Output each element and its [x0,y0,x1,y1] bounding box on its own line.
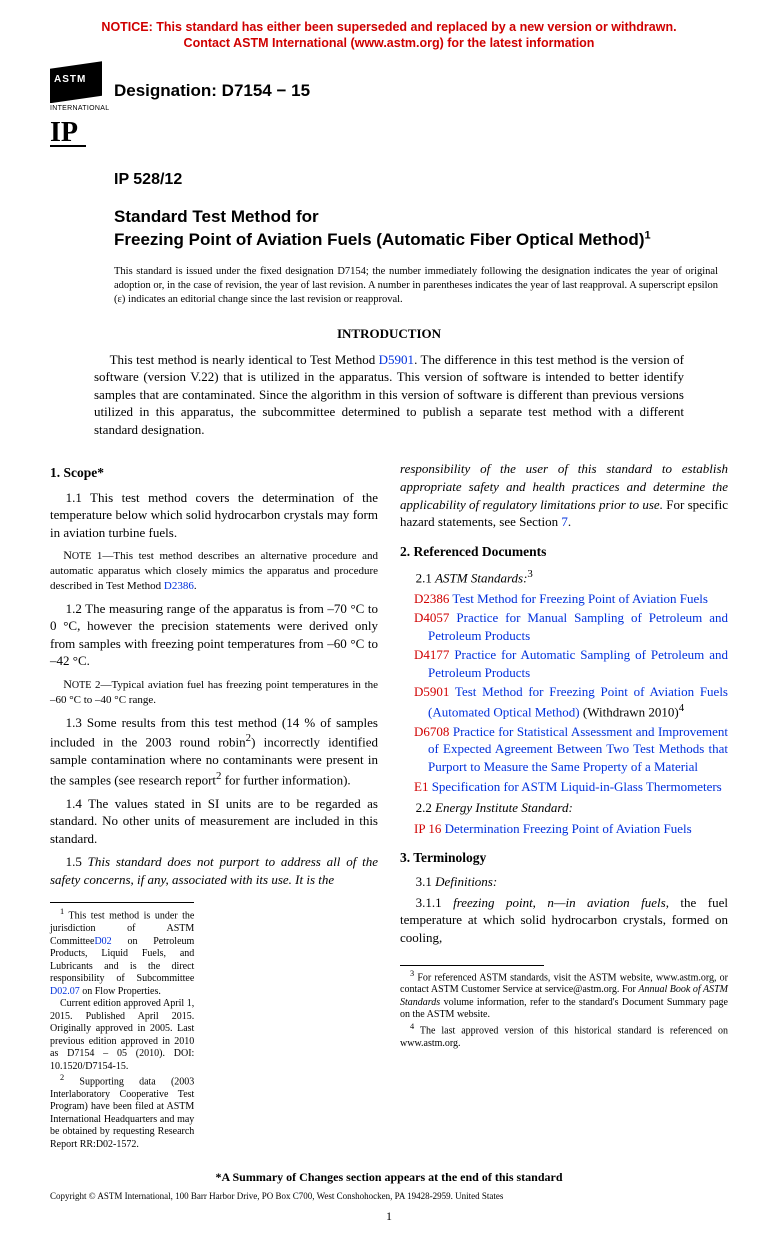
ref-title[interactable]: Practice for Manual Sampling of Petroleu… [428,610,728,643]
intro-link[interactable]: D5901 [379,352,414,367]
intro-pre: This test method is nearly identical to … [110,352,379,367]
ref-2-1: 2.1 ASTM Standards:3 [400,567,728,587]
p15-italic: This standard does not purport to addres… [50,854,378,887]
para-1-5-right: responsibility of the user of this stand… [400,460,728,530]
def-3-1: 3.1 Definitions: [400,873,728,891]
footnote-4: 4 The last approved version of this hist… [400,1022,728,1050]
r21i: ASTM Standards: [435,570,527,585]
ref-code[interactable]: D2386 [414,591,449,606]
note1-post: . [194,580,197,592]
terminology-heading: 3. Terminology [400,849,728,867]
p13c: for further information). [221,772,350,787]
p31a: 3.1 [416,874,436,889]
para-1-5-left: 1.5 This standard does not purport to ad… [50,853,378,888]
title-line2: Freezing Point of Aviation Fuels (Automa… [114,229,728,250]
r22a: 2.2 [416,800,436,815]
para-1-1: 1.1 This test method covers the determin… [50,489,378,542]
notice-banner: NOTICE: This standard has either been su… [50,20,728,51]
f1l2[interactable]: D02.07 [50,986,80,997]
ref-code[interactable]: D5901 [414,684,449,699]
ref-title[interactable]: Specification for ASTM Liquid-in-Glass T… [428,779,721,794]
para-1-4: 1.4 The values stated in SI units are to… [50,795,378,848]
ref-item: D6708 Practice for Statistical Assessmen… [414,723,728,776]
r21sup: 3 [527,568,532,580]
f1c: on Flow Properties. [80,986,161,997]
logo-column: INTERNATIONAL [50,61,110,113]
copyright-line: Copyright © ASTM International, 100 Barr… [50,1190,728,1202]
left-column: 1. Scope* 1.1 This test method covers th… [50,460,378,1151]
international-label: INTERNATIONAL [50,104,102,113]
notice-line1: NOTICE: This standard has either been su… [101,20,676,34]
note1-text: 1—This test method describes an alternat… [50,550,378,592]
note2-text: 2—Typical aviation fuel has freezing poi… [50,679,378,706]
footnotes-right: 3 For referenced ASTM standards, visit t… [400,961,728,1051]
page-number: 1 [50,1208,728,1224]
ref-item: D2386 Test Method for Freezing Point of … [414,590,728,608]
para-1-3: 1.3 Some results from this test method (… [50,714,378,789]
ref-item: E1 Specification for ASTM Liquid-in-Glas… [414,778,728,796]
ip-logo-icon: IP [50,120,86,147]
astm-logo-icon [50,61,102,103]
ip16-code[interactable]: IP 16 [414,821,441,836]
ip-standard-line: IP 528/12 [114,169,728,191]
header-row: INTERNATIONAL Designation: D7154 − 15 [50,61,728,113]
footnote-1-current: Current edition approved April 1, 2015. … [50,998,194,1073]
ref-2-2: 2.2 Energy Institute Standard: [400,799,728,817]
ref-item: D5901 Test Method for Freezing Point of … [414,683,728,720]
notice-line2: Contact ASTM International (www.astm.org… [184,36,595,50]
refs-list: D2386 Test Method for Freezing Point of … [400,590,728,795]
r22i: Energy Institute Standard: [435,800,573,815]
ref-ip16: IP 16 Determination Freezing Point of Av… [414,820,728,838]
designation-text: Designation: D7154 − 15 [114,80,310,103]
ip16-text[interactable]: Determination Freezing Point of Aviation… [445,821,692,836]
title-line1: Standard Test Method for [114,206,728,229]
para-3-1-1: 3.1.1 freezing point, n—in aviation fuel… [400,894,728,947]
ref-title[interactable]: Test Method for Freezing Point of Aviati… [449,591,708,606]
title-block: Standard Test Method for Freezing Point … [114,206,728,250]
document-page: NOTICE: This standard has either been su… [0,0,778,1234]
para-1-2: 1.2 The measuring range of the apparatus… [50,600,378,670]
refdocs-heading: 2. Referenced Documents [400,543,728,561]
right-column: responsibility of the user of this stand… [400,460,728,1151]
r21a: 2.1 [416,570,436,585]
p15a: 1.5 [66,854,88,869]
f2t: Supporting data (2003 Interlaboratory Co… [50,1076,194,1150]
p31i: Definitions: [435,874,497,889]
p311i: freezing point, n—in aviation fuels, [453,895,669,910]
p311a: 3.1.1 [416,895,453,910]
ref-title[interactable]: Practice for Automatic Sampling of Petro… [428,647,728,680]
ref-item: D4057 Practice for Manual Sampling of Pe… [414,609,728,644]
intro-body: This test method is nearly identical to … [94,351,684,439]
footnote-3: 3 For referenced ASTM standards, visit t… [400,969,728,1022]
two-column-body: 1. Scope* 1.1 This test method covers th… [50,460,728,1151]
ref-item: D4177 Practice for Automatic Sampling of… [414,646,728,681]
title-sup: 1 [644,230,650,242]
ref-code[interactable]: E1 [414,779,428,794]
ref-code[interactable]: D4057 [414,610,449,625]
summary-note: *A Summary of Changes section appears at… [50,1169,728,1185]
scope-heading: 1. Scope* [50,464,378,482]
ref-code[interactable]: D4177 [414,647,449,662]
f1l1[interactable]: D02 [94,936,111,947]
ref-code[interactable]: D6708 [414,724,449,739]
footnote-1: 1 This test method is under the jurisdic… [50,907,194,998]
ref-title[interactable]: Practice for Statistical Assessment and … [428,724,728,774]
title-main: Freezing Point of Aviation Fuels (Automa… [114,230,644,249]
p15r-postb: . [568,514,571,529]
note1-link[interactable]: D2386 [164,580,194,592]
footnotes-left: 1 This test method is under the jurisdic… [50,902,194,1151]
footnote-2: 2 Supporting data (2003 Interlaboratory … [50,1073,194,1151]
f3b: volume information, refer to the standar… [400,997,728,1021]
f4t: The last approved version of this histor… [400,1025,728,1049]
footnote-rule [400,965,544,966]
note1-pre: NOTE [63,548,91,562]
note-2: NOTE 2—Typical aviation fuel has freezin… [50,676,378,708]
ref-tail: (Withdrawn 2010) [580,704,679,719]
issue-note: This standard is issued under the fixed … [114,265,728,308]
intro-heading: INTRODUCTION [50,325,728,343]
note-1: NOTE 1—This test method describes an alt… [50,547,378,594]
ref-tail-sup: 4 [679,702,684,714]
